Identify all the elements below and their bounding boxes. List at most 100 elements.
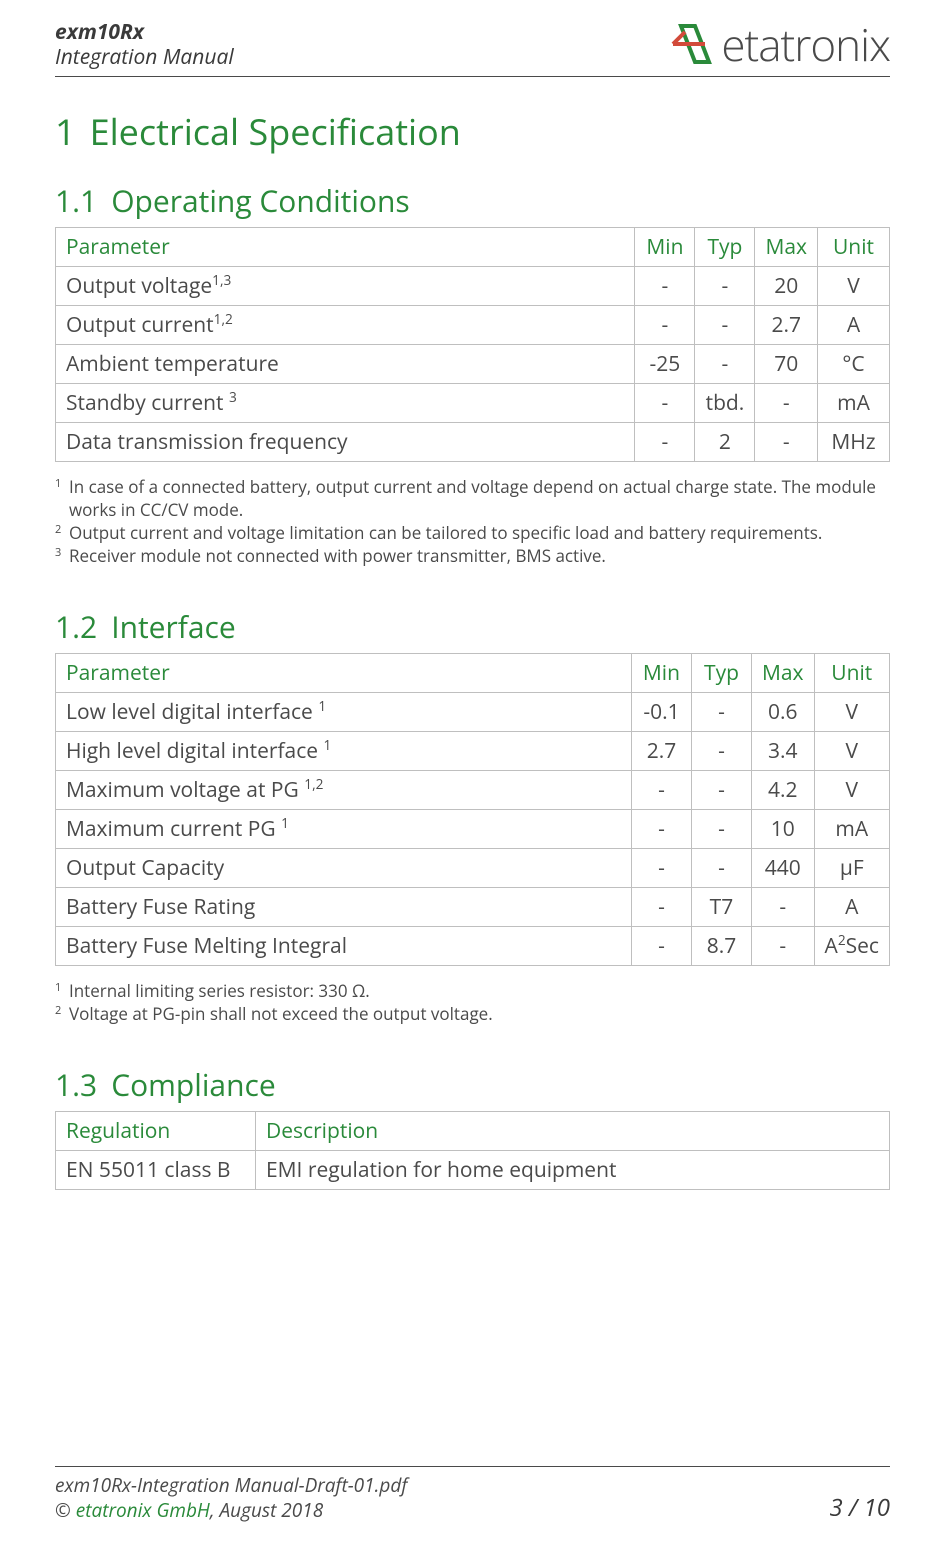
cell-unit: µF <box>814 849 889 888</box>
subsection-interface: 1.2Interface <box>55 606 890 647</box>
table-row: Ambient temperature-25-70°C <box>56 345 890 384</box>
cell-max: 3.4 <box>751 732 814 771</box>
doc-subtitle: Integration Manual <box>55 45 234 70</box>
col-max: Max <box>751 654 814 693</box>
col-typ: Typ <box>691 654 751 693</box>
page-header: exm10Rx Integration Manual etatronix <box>55 20 890 77</box>
cell-min: -0.1 <box>631 693 691 732</box>
cell-unit: MHz <box>818 423 890 462</box>
cell-min: - <box>631 849 691 888</box>
table-row: Maximum voltage at PG 1,2--4.2V <box>56 771 890 810</box>
subsection-number: 1.3 <box>55 1064 97 1105</box>
col-unit: Unit <box>818 228 890 267</box>
cell-parameter: Standby current 3 <box>56 384 635 423</box>
section-number: 1 <box>55 107 76 156</box>
compliance-table: RegulationDescription EN 55011 class BEM… <box>55 1111 890 1190</box>
cell-min: -25 <box>635 345 695 384</box>
subsection-number: 1.1 <box>55 180 97 221</box>
table-row: Output current1,2--2.7A <box>56 306 890 345</box>
section-heading: 1 Electrical Specification <box>55 107 890 156</box>
cell-max: - <box>755 423 818 462</box>
footer-file: exm10Rx-Integration Manual-Draft-01.pdf <box>55 1473 407 1499</box>
subsection-operating: 1.1 Operating Conditions <box>55 180 890 221</box>
cell-unit: °C <box>818 345 890 384</box>
cell-max: - <box>751 888 814 927</box>
cell-min: 2.7 <box>631 732 691 771</box>
cell-max: 440 <box>751 849 814 888</box>
brand-name: etatronix <box>721 22 890 66</box>
cell-unit: A <box>814 888 889 927</box>
footnote: 1In case of a connected battery, output … <box>55 476 890 522</box>
cell-typ: - <box>691 693 751 732</box>
footnote: 1Internal limiting series resistor: 330 … <box>55 980 890 1003</box>
col-unit: Unit <box>814 654 889 693</box>
cell-parameter: Data transmission frequency <box>56 423 635 462</box>
cell-unit: V <box>814 732 889 771</box>
subsection-title: Compliance <box>111 1064 276 1105</box>
cell-typ: tbd. <box>695 384 755 423</box>
cell-unit: A2Sec <box>814 927 889 966</box>
cell-typ: - <box>691 849 751 888</box>
cell-max: 20 <box>755 267 818 306</box>
cell-parameter: Output Capacity <box>56 849 632 888</box>
cell-max: 0.6 <box>751 693 814 732</box>
cell-unit: V <box>818 267 890 306</box>
subsection-title: Interface <box>111 606 236 647</box>
table-row: Maximum current PG 1--10mA <box>56 810 890 849</box>
cell-min: - <box>635 306 695 345</box>
cell-typ: T7 <box>691 888 751 927</box>
cell-parameter: Maximum current PG 1 <box>56 810 632 849</box>
cell-min: - <box>631 888 691 927</box>
cell-unit: mA <box>818 384 890 423</box>
col-min: Min <box>631 654 691 693</box>
table-row: Low level digital interface 1-0.1-0.6V <box>56 693 890 732</box>
cell-unit: mA <box>814 810 889 849</box>
cell-regulation: EN 55011 class B <box>56 1151 256 1190</box>
cell-parameter: High level digital interface 1 <box>56 732 632 771</box>
operating-table: ParameterMinTypMaxUnit Output voltage1,3… <box>55 227 890 462</box>
cell-min: - <box>635 423 695 462</box>
cell-typ: - <box>695 267 755 306</box>
col-description: Description <box>256 1112 890 1151</box>
cell-unit: A <box>818 306 890 345</box>
doc-title: exm10Rx <box>55 20 234 45</box>
col-max: Max <box>755 228 818 267</box>
cell-unit: V <box>814 771 889 810</box>
cell-min: - <box>631 810 691 849</box>
cell-max: 4.2 <box>751 771 814 810</box>
cell-typ: - <box>695 345 755 384</box>
brand-logo: etatronix <box>667 20 890 68</box>
table-row: High level digital interface 12.7-3.4V <box>56 732 890 771</box>
footnote: 2Voltage at PG-pin shall not exceed the … <box>55 1003 890 1026</box>
cell-typ: - <box>691 810 751 849</box>
subsection-title: Operating Conditions <box>111 180 410 221</box>
cell-parameter: Maximum voltage at PG 1,2 <box>56 771 632 810</box>
col-min: Min <box>635 228 695 267</box>
cell-min: - <box>631 927 691 966</box>
cell-typ: 8.7 <box>691 927 751 966</box>
table-row: Battery Fuse Rating-T7-A <box>56 888 890 927</box>
table-row: EN 55011 class BEMI regulation for home … <box>56 1151 890 1190</box>
footer-page: 3 / 10 <box>829 1491 890 1524</box>
cell-parameter: Output voltage1,3 <box>56 267 635 306</box>
section-title: Electrical Specification <box>90 107 461 156</box>
operating-footnotes: 1In case of a connected battery, output … <box>55 476 890 568</box>
cell-parameter: Battery Fuse Melting Integral <box>56 927 632 966</box>
cell-max: - <box>755 384 818 423</box>
cell-typ: 2 <box>695 423 755 462</box>
cell-description: EMI regulation for home equipment <box>256 1151 890 1190</box>
col-regulation: Regulation <box>56 1112 256 1151</box>
table-row: Standby current 3-tbd.-mA <box>56 384 890 423</box>
cell-parameter: Ambient temperature <box>56 345 635 384</box>
cell-unit: V <box>814 693 889 732</box>
cell-max: 70 <box>755 345 818 384</box>
cell-typ: - <box>691 732 751 771</box>
logo-icon <box>667 20 715 68</box>
interface-footnotes: 1Internal limiting series resistor: 330 … <box>55 980 890 1026</box>
interface-table: ParameterMinTypMaxUnit Low level digital… <box>55 653 890 966</box>
cell-typ: - <box>695 306 755 345</box>
col-parameter: Parameter <box>56 654 632 693</box>
footnote: 3Receiver module not connected with powe… <box>55 545 890 568</box>
table-row: Battery Fuse Melting Integral-8.7-A2Sec <box>56 927 890 966</box>
cell-typ: - <box>691 771 751 810</box>
